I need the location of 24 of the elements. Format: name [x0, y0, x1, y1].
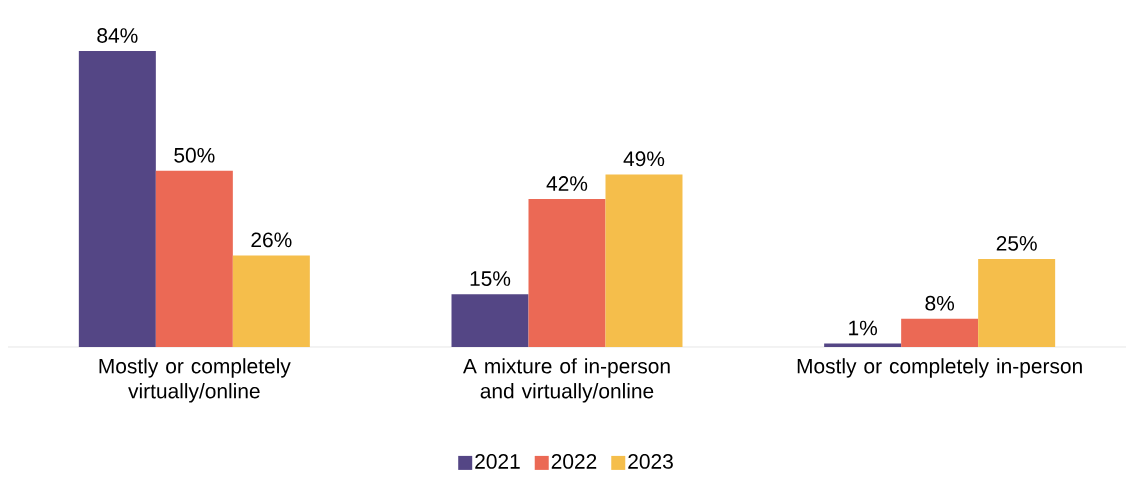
- data-label: 42%: [546, 176, 588, 191]
- x-tick-label: A mixture of in-person and virtually/online: [462, 358, 670, 403]
- bar: [78, 51, 156, 347]
- bar: [155, 170, 233, 347]
- bar: [824, 343, 902, 347]
- data-label: 50%: [174, 147, 215, 163]
- legend-label: 2022: [551, 454, 597, 469]
- data-label: 84%: [97, 28, 138, 43]
- legend-label: 2021: [475, 454, 520, 469]
- legend-label: 2023: [628, 454, 673, 469]
- bar: [528, 199, 606, 347]
- data-label: 26%: [251, 232, 292, 248]
- x-tick-label: Mostly or completely virtually/online: [99, 358, 291, 403]
- data-label: 8%: [925, 295, 955, 311]
- data-label: 49%: [623, 151, 665, 167]
- bar: [901, 318, 979, 347]
- bar: [605, 174, 683, 347]
- data-label: 1%: [849, 320, 878, 336]
- x-tick-label: Mostly or completely in-person: [797, 358, 1082, 378]
- bar: [451, 294, 529, 347]
- data-label: 25%: [996, 235, 1037, 251]
- bar: [978, 258, 1056, 347]
- data-label: 15%: [470, 271, 511, 286]
- bar: [232, 255, 310, 347]
